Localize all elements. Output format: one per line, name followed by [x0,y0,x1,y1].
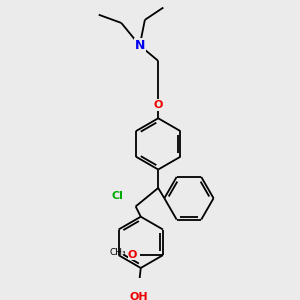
Text: OH: OH [129,292,148,300]
Text: N: N [135,39,145,52]
Text: O: O [128,250,137,260]
Text: CH₃: CH₃ [110,248,126,256]
Text: Cl: Cl [111,191,123,201]
Text: O: O [154,100,163,110]
